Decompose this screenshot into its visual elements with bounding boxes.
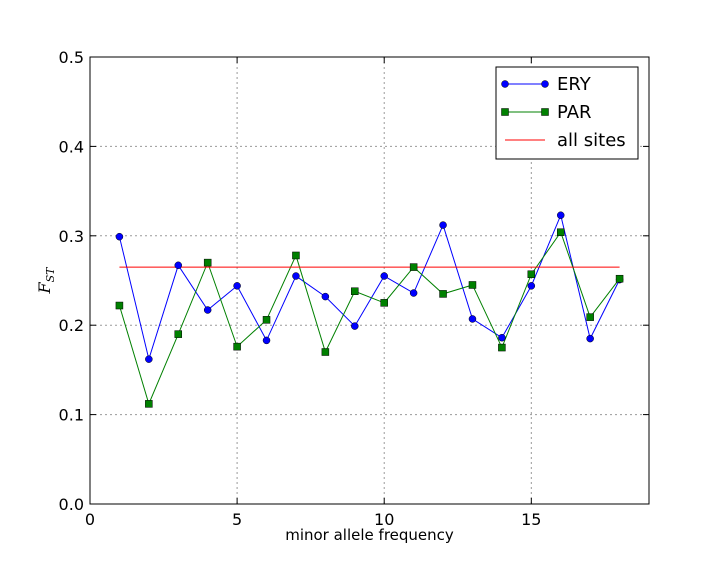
ticks [89,56,649,505]
data-point-ery [439,221,447,229]
data-point-par [586,313,594,321]
svg-text:FST: FST [35,266,57,295]
legend: ERY PAR all sites [495,66,639,160]
x-axis-label: minor allele frequency [285,526,454,544]
data-point-par [321,348,330,356]
data-point-ery [145,355,153,363]
data-point-ery [556,211,565,219]
data-point-par [498,343,506,352]
data-point-ery [203,306,212,314]
data-point-par [556,228,565,236]
plot-frame [89,56,650,505]
data-point-ery [115,232,124,241]
x-tick-label: 10 [374,510,394,529]
data-point-par [292,251,300,260]
legend-marker-ery [541,80,549,88]
data-point-ery [292,272,300,280]
data-point-ery [409,289,418,297]
y-tick-label: 0.2 [59,316,84,335]
data-point-par [262,316,271,324]
data-point-par [439,290,447,298]
data-point-par [380,299,388,307]
data-point-ery [351,322,359,330]
data-point-ery [468,315,477,323]
data-point-par [203,258,212,267]
data-point-ery [321,292,330,301]
data-point-par [174,330,183,338]
legend-marker-par [541,108,549,116]
y-axis-label-main: F [35,281,54,294]
x-tick-label: 5 [232,510,242,529]
x-tick-label: 0 [85,510,95,529]
data-point-ery [498,333,506,342]
data-point-ery [380,272,388,280]
series-line-ery [118,213,621,362]
data-point-ery [527,282,536,290]
y-axis-label-subscript: ST [44,266,57,283]
legend-entries: ERY PAR all sites [501,74,626,151]
legend-box [495,66,639,160]
y-tick-label: 0.4 [59,137,84,156]
data-point-ery [586,334,594,343]
legend-label-ery: ERY [557,74,592,95]
data-point-par [468,281,477,289]
data-point-ery [262,336,271,345]
series-lines [118,213,621,406]
y-tick-label: 0.1 [59,406,84,425]
legend-label-par: PAR [557,102,592,123]
data-point-par [233,342,241,351]
data-point-ery [174,261,183,270]
y-tick-label: 0.3 [59,227,84,246]
data-point-ery [233,282,241,290]
data-point-par [351,287,359,295]
tick-labels: 0 5 10 15 0.0 0.1 0.2 0.3 0.4 0.5 [59,48,542,529]
y-tick-label: 0.0 [59,495,84,514]
legend-label-all-sites: all sites [557,130,626,151]
data-point-par [527,270,536,278]
data-point-par [145,400,153,408]
series-markers [115,211,624,408]
y-axis-label: FST [35,266,57,295]
x-tick-label: 15 [521,510,541,529]
legend-marker-par [501,108,509,116]
data-point-par [115,301,124,310]
data-point-par [409,263,418,271]
y-tick-label: 0.5 [59,48,84,67]
data-point-par [615,274,624,283]
legend-marker-ery [501,80,509,88]
